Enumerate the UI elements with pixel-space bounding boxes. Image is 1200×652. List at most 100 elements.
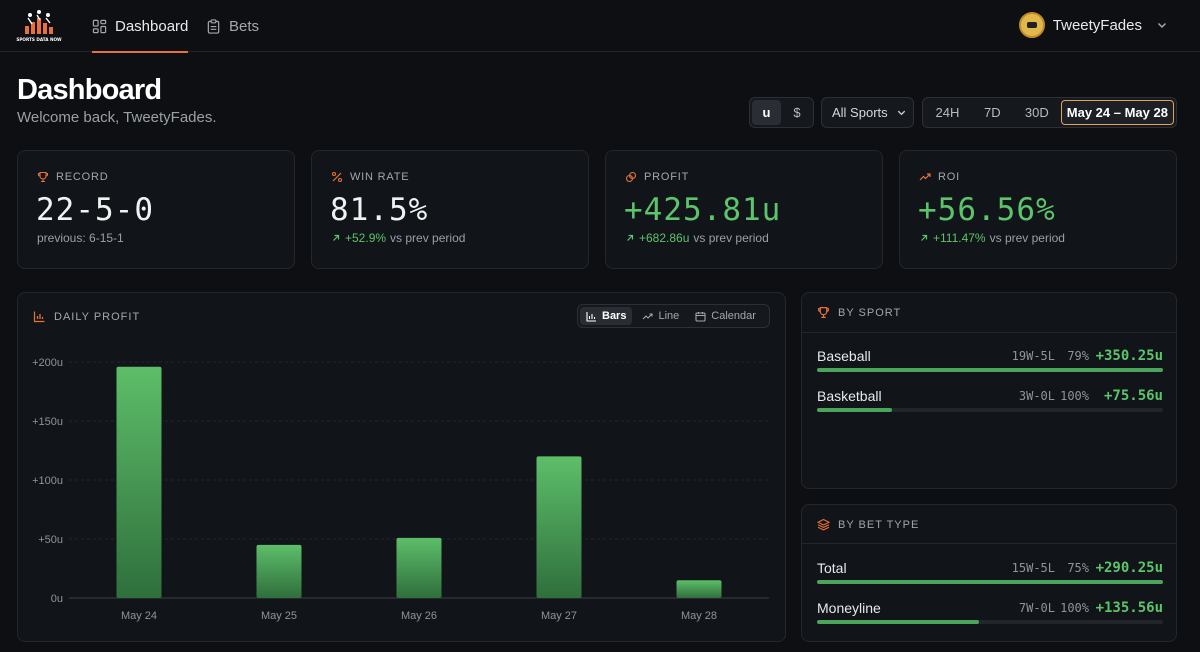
stat-card-roi: ROI +56.56% +111.47% vs prev period [899,150,1177,269]
trending-up-icon [919,173,931,181]
daily-profit-label-text: DAILY PROFIT [54,310,141,323]
chevron-down-icon [897,110,905,116]
row-name: Basketball [817,388,882,404]
bar-chart-icon [33,311,45,323]
arrow-up-right-icon [333,234,340,241]
row-progress-track [817,368,1163,372]
row-win-pct: 100% [1060,389,1089,403]
stat-delta-win-rate: +52.9% [345,231,387,245]
divider [802,332,1176,333]
clipboard-icon [207,18,220,34]
percent-icon [331,171,343,183]
welcome-text: Welcome back, TweetyFades. [17,109,217,126]
divider [802,543,1176,544]
view-bars[interactable]: Bars [580,307,633,325]
chart-view-toggle: Bars Line Calendar [577,304,770,328]
bar-may-28[interactable] [676,580,722,598]
row-profit: +350.25u [1095,348,1163,364]
sport-select-value: All Sports [832,105,888,120]
row-record: 3W-0L [1018,389,1055,403]
row-progress-track [817,580,1163,584]
row-name: Moneyline [817,600,881,616]
user-menu[interactable]: TweetyFades [1018,11,1168,39]
tab-bets-label: Bets [229,17,260,35]
stat-label-win-rate-text: WIN RATE [350,171,410,183]
stat-value-roi: +56.56% [918,192,1056,228]
by-bet-type-card: BY BET TYPE Total 15W-5L 75% +290.25u Mo… [801,504,1177,642]
page-title: Dashboard [17,74,162,106]
tab-dashboard[interactable]: Dashboard [92,0,189,53]
view-bars-label: Bars [602,310,627,322]
trending-up-icon [643,312,654,319]
row-profit: +75.56u [1103,388,1163,404]
tab-dashboard-label: Dashboard [115,17,189,35]
daily-profit-label: DAILY PROFIT [33,310,140,323]
stat-value-record: 22-5-0 [36,192,154,228]
stat-sub-roi: +111.47% vs prev period [919,231,1065,245]
row-profit: +290.25u [1095,560,1163,576]
top-nav: SPORTS DATA NOW Dashboard Bets TweetyFad… [0,0,1200,53]
stat-delta-roi: +111.47% [933,231,986,245]
range-24h[interactable]: 24H [935,105,960,120]
bar-may-25[interactable] [256,544,302,598]
view-line-label: Line [658,310,680,322]
unit-option-dollar[interactable]: $ [793,105,801,120]
stat-label-roi: ROI [919,171,960,183]
stat-sub-record: previous: 6-15-1 [37,231,124,245]
bar-may-26[interactable] [396,537,442,598]
by-sport-label: BY SPORT [817,306,901,319]
y-tick-label: 0u [51,593,63,605]
y-tick-label: +150u [32,416,63,428]
view-line[interactable]: Line [636,307,685,325]
unit-toggle: u $ [749,97,814,128]
bar-chart-icon [586,311,596,322]
user-name: TweetyFades [1052,16,1142,34]
range-custom[interactable]: May 24 – May 28 [1060,100,1174,125]
range-30d[interactable]: 30D [1024,105,1049,120]
range-7d[interactable]: 7D [984,105,1001,120]
stat-delta-caption: vs prev period [989,231,1065,245]
by-bet-type-label-text: BY BET TYPE [838,518,920,531]
tab-bets[interactable]: Bets [206,0,259,52]
svg-text:SPORTS DATA NOW: SPORTS DATA NOW [16,37,62,42]
layers-icon [817,518,830,531]
row-record: 15W-5L [1011,561,1055,575]
stat-label-profit-text: PROFIT [644,171,690,183]
row-name: Baseball [817,348,871,364]
logo[interactable]: SPORTS DATA NOW [16,8,62,44]
row-progress-track [817,620,1163,624]
stat-card-win-rate: WIN RATE 81.5% +52.9% vs prev period [311,150,589,269]
stat-label-profit: PROFIT [625,171,689,183]
bar-may-27[interactable] [536,456,582,598]
stat-label-win-rate: WIN RATE [331,171,409,183]
by-sport-label-text: BY SPORT [838,306,902,319]
bar-may-24[interactable] [116,366,162,598]
x-tick-label: May 27 [541,610,577,622]
view-calendar[interactable]: Calendar [689,307,762,325]
sport-select[interactable]: All Sports [821,97,914,128]
stat-label-record: RECORD [37,171,108,183]
calendar-icon [695,311,706,322]
row-progress-fill [817,580,1163,584]
stat-label-record-text: RECORD [56,171,109,183]
x-tick-label: May 26 [401,610,437,622]
by-bet-type-label: BY BET TYPE [817,518,919,531]
coins-icon [625,171,637,183]
y-tick-label: +100u [32,475,63,487]
row-win-pct: 100% [1060,601,1089,615]
stat-sub-win-rate: +52.9% vs prev period [331,231,465,245]
row-profit: +135.56u [1095,600,1163,616]
unit-option-u[interactable]: u [752,100,781,125]
stat-delta-caption: vs prev period [390,231,466,245]
trophy-icon [37,171,49,183]
x-tick-label: May 28 [681,610,717,622]
stat-value-profit: +425.81u [624,192,782,228]
stat-card-record: RECORD 22-5-0 previous: 6-15-1 [17,150,295,269]
stat-delta-caption: vs prev period [693,231,769,245]
dashboard-grid-icon [92,19,107,33]
row-record: 19W-5L [1011,349,1055,363]
avatar [1018,12,1045,38]
row-win-pct: 75% [1067,561,1089,575]
x-tick-label: May 25 [261,610,297,622]
row-progress-fill [817,408,892,412]
